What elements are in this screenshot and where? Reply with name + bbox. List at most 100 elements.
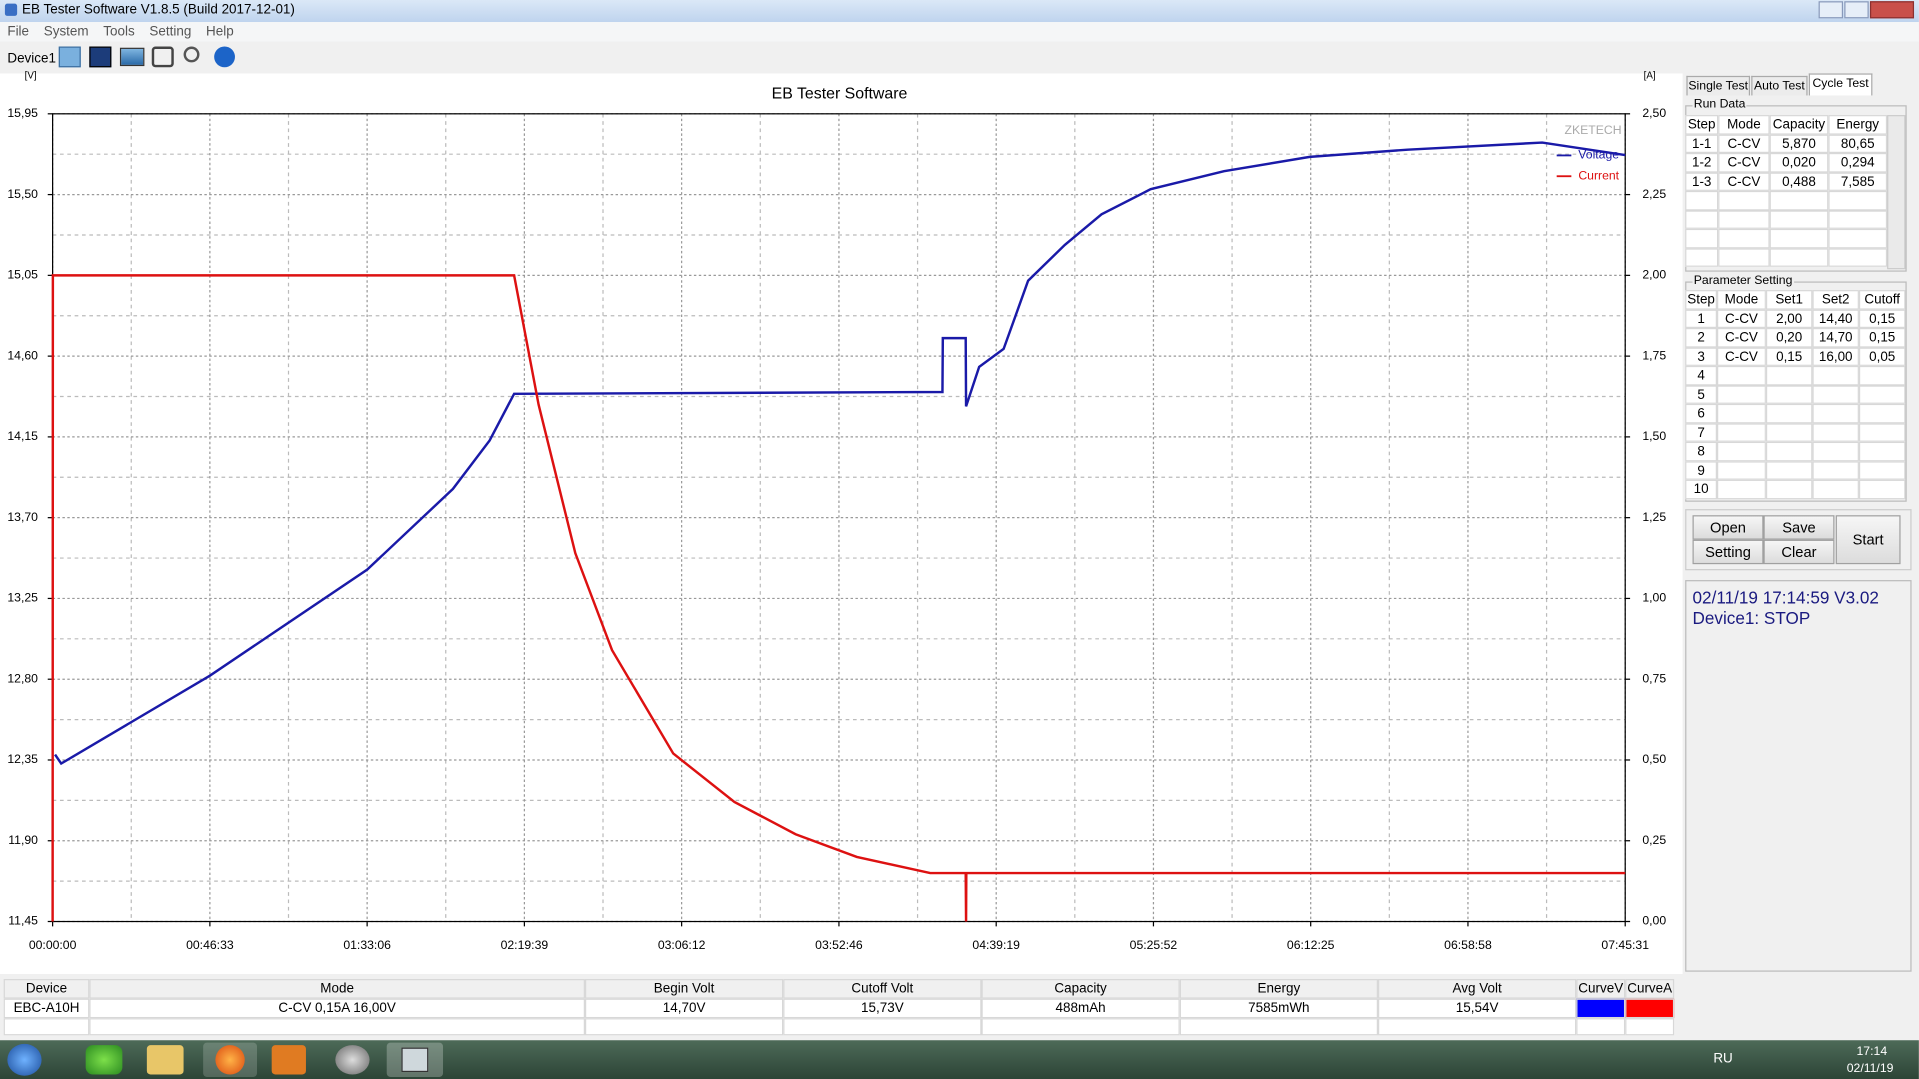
legend-label: Current <box>1578 168 1619 182</box>
tab[interactable]: Cycle Test <box>1808 73 1873 96</box>
taskbar-app[interactable] <box>85 1045 123 1075</box>
tools-icon[interactable] <box>151 46 174 68</box>
open-icon[interactable] <box>58 46 81 68</box>
y-tick-label: 15,05 <box>7 268 38 282</box>
table-cell: 16,00 <box>1812 346 1859 366</box>
table-cell <box>1812 403 1859 423</box>
maximize-button[interactable] <box>1844 1 1869 19</box>
table-cell: 0,020 <box>1769 152 1829 172</box>
clock-date[interactable]: 02/11/19 <box>1846 1062 1894 1076</box>
column-header: Energy <box>1828 115 1888 135</box>
x-tick-label: 01:33:06 <box>343 938 391 952</box>
table-cell: 7,585 <box>1828 171 1888 191</box>
table-cell <box>1765 403 1813 423</box>
taskbar-app[interactable] <box>146 1045 184 1075</box>
save-icon[interactable] <box>89 46 112 68</box>
taskbar-app[interactable] <box>203 1042 257 1077</box>
taskbar-app[interactable] <box>271 1045 306 1075</box>
y-tick-label: 14,60 <box>7 348 38 362</box>
table-cell <box>1685 247 1719 267</box>
table-cell: C-CV <box>1716 309 1766 328</box>
taskbar-app[interactable] <box>335 1045 370 1075</box>
menu-item[interactable]: Tools <box>103 24 135 40</box>
y-tick-label: 12,80 <box>7 671 38 685</box>
column-header: Set2 <box>1812 290 1859 310</box>
table-cell: 0,15 <box>1765 346 1813 366</box>
table-cell <box>1765 422 1813 442</box>
table-cell <box>1718 209 1770 229</box>
table-cell <box>1858 365 1906 385</box>
y-tick-label: 11,90 <box>8 833 38 847</box>
table-cell <box>1716 365 1766 385</box>
button[interactable]: Setting <box>1692 539 1764 565</box>
table-cell: 2 <box>1685 327 1717 347</box>
y2-tick-label: 1,75 <box>1642 348 1666 362</box>
table-cell <box>1718 247 1770 267</box>
table-cell <box>1765 365 1813 385</box>
button[interactable]: Save <box>1763 515 1835 540</box>
table-cell <box>1828 190 1888 210</box>
column-header: Step <box>1685 290 1717 310</box>
x-tick-label: 07:45:31 <box>1601 938 1649 952</box>
start-button[interactable] <box>7 1043 42 1076</box>
legend-label: Voltage <box>1578 148 1619 162</box>
status-box <box>1685 580 1912 972</box>
table-cell: C-CV <box>1716 346 1766 366</box>
y2-tick-label: 1,25 <box>1642 510 1666 524</box>
y2-tick-label: 0,50 <box>1642 752 1666 766</box>
table-cell: 15,54V <box>1377 998 1577 1019</box>
table-cell <box>1828 247 1888 267</box>
table-cell: 4 <box>1685 365 1717 385</box>
info-icon[interactable] <box>214 46 235 68</box>
language-indicator[interactable]: RU <box>1713 1051 1733 1066</box>
column-header: Capacity <box>981 979 1180 999</box>
watermark: ZKETECH <box>1565 123 1622 137</box>
menu-item[interactable]: System <box>43 24 89 40</box>
table-cell <box>3 1018 90 1036</box>
table-cell <box>1812 441 1859 461</box>
table-cell <box>1812 479 1859 499</box>
device-label: Device1 <box>7 51 56 67</box>
button[interactable]: Clear <box>1763 539 1835 565</box>
chart: EB Tester Software [V] [A] ZKETECH 00:00… <box>0 70 1683 975</box>
status-line: 02/11/19 17:14:59 V3.02 <box>1692 587 1879 608</box>
table-cell <box>89 1018 585 1036</box>
column-header: Mode <box>1718 115 1770 135</box>
table-cell <box>1716 384 1766 404</box>
table-cell <box>1718 228 1770 248</box>
table-cell: EBC-A10H <box>3 998 90 1019</box>
chart-title: EB Tester Software <box>772 85 908 102</box>
table-cell <box>1718 190 1770 210</box>
menu-item[interactable]: File <box>7 24 30 40</box>
zoom-icon[interactable] <box>183 46 200 63</box>
series-line <box>54 141 1626 766</box>
status-line: Device1: STOP <box>1692 608 1811 628</box>
close-button[interactable] <box>1869 1 1915 19</box>
tab[interactable]: Auto Test <box>1751 75 1808 96</box>
button[interactable]: Start <box>1835 515 1901 565</box>
title-bar: EB Tester Software V1.8.5 (Build 2017-12… <box>0 0 1919 23</box>
table-cell <box>1858 460 1906 480</box>
x-tick-label: 04:39:19 <box>972 938 1020 952</box>
table-cell <box>1716 403 1766 423</box>
scrollbar[interactable] <box>1887 115 1906 270</box>
table-cell <box>1858 441 1906 461</box>
table-cell <box>1377 1018 1577 1036</box>
y2-tick-label: 1,00 <box>1642 591 1666 605</box>
menu-bar: File System Tools Setting Help <box>0 22 1919 42</box>
column-header: Avg Volt <box>1377 979 1577 999</box>
minimize-button[interactable] <box>1818 1 1844 19</box>
chart-icon[interactable] <box>119 47 145 67</box>
table-cell <box>1576 1018 1626 1036</box>
table-cell <box>1858 384 1906 404</box>
y-tick-label: 11,45 <box>8 914 38 928</box>
tab[interactable]: Single Test <box>1686 75 1751 96</box>
taskbar-app[interactable] <box>386 1042 444 1077</box>
table-cell <box>783 1018 982 1036</box>
button[interactable]: Open <box>1692 515 1764 540</box>
menu-item[interactable]: Setting <box>149 24 192 40</box>
table-cell: 5 <box>1685 384 1717 404</box>
menu-item[interactable]: Help <box>206 24 234 40</box>
clock-time[interactable]: 17:14 <box>1856 1045 1888 1059</box>
